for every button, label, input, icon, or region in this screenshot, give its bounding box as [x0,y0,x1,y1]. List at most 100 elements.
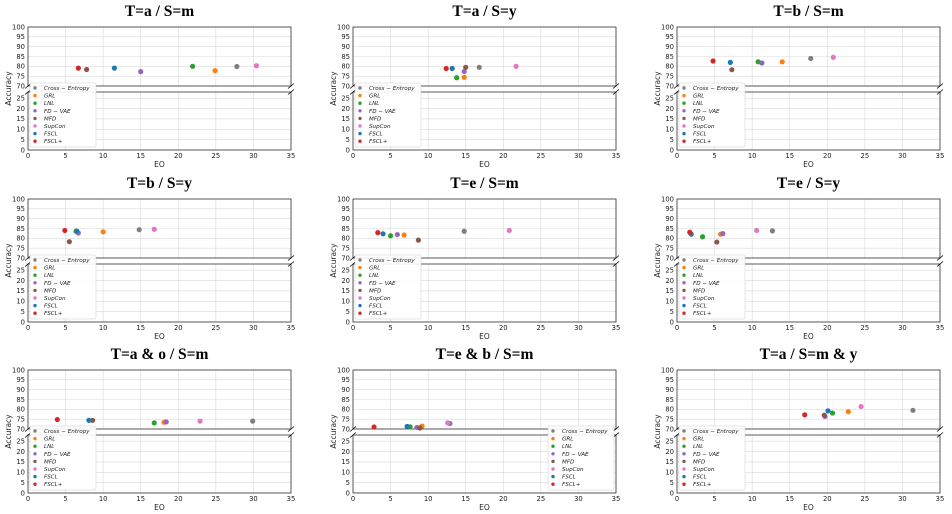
legend-marker [551,474,555,479]
legend-label: MFD [693,459,706,465]
data-point [687,229,693,235]
legend-label: FD − VAE [369,281,396,287]
data-point [506,227,512,234]
upper-axes-frame [27,198,292,259]
legend-marker [358,109,362,113]
data-point [729,67,735,73]
data-point [461,228,467,234]
y-tick-label: 10 [341,298,350,306]
data-point [62,227,68,234]
axis-break-mark [287,261,295,267]
upper-axes-frame [352,26,617,87]
y-tick-label: 0 [670,489,674,497]
y-tick-label: 90 [341,43,350,51]
x-tick-label: 25 [212,324,221,332]
data-point [404,423,410,430]
legend-marker [682,311,686,315]
legend-box [29,425,97,491]
legend-marker [682,124,686,128]
y-tick-label: 80 [665,235,674,243]
data-point [779,59,785,65]
y-tick-label: 85 [341,53,350,61]
y-tick-label: 95 [16,33,25,41]
y-tick-label: 70 [341,425,350,433]
legend-marker [551,429,555,433]
legend-label: Cross − Entropy [562,429,608,435]
axis-break-mark [287,432,295,438]
y-tick-label: 10 [665,469,674,477]
y-tick-label: 5 [346,479,350,487]
y-tick-label: 25 [665,267,674,275]
y-tick-label: 85 [16,225,25,233]
y-tick-label: 0 [670,146,674,154]
legend-marker [551,444,555,448]
legend-marker [551,452,555,456]
legend-marker [33,131,37,136]
legend-label: MFD [44,288,57,294]
legend-marker [682,86,686,90]
y-tick-label: 100 [337,195,350,203]
x-tick-label: 0 [351,324,355,332]
legend-label: FSCL [369,132,383,138]
legend-box [29,82,97,148]
chart-title: T=b / S=y [127,175,192,192]
y-tick-label: 25 [16,438,25,446]
x-axis-label: EO [479,160,490,169]
data-point [858,403,864,410]
y-tick-label: 95 [341,33,350,41]
legend-label: FSCL [562,475,576,481]
y-axis-label: Accuracy [329,243,338,278]
legend-marker [358,281,362,285]
y-tick-label: 20 [16,448,25,456]
data-point [829,410,836,416]
y-tick-label: 80 [16,406,25,414]
legend-marker [358,139,362,143]
y-tick-label: 80 [16,63,25,71]
axis-break-mark [936,83,944,89]
x-tick-label: 30 [249,495,258,503]
y-tick-label: 5 [346,308,350,316]
lower-axes-frame [676,434,941,494]
legend-marker [551,467,555,471]
legend-label: FSCL [369,304,383,310]
legend-marker [358,273,362,277]
legend-marker [682,273,686,277]
legend-label: MFD [562,459,575,465]
upper-axes-frame [27,369,292,430]
legend-marker [682,281,686,285]
y-tick-label: 5 [21,308,25,316]
legend-label: FSCL+ [693,311,712,317]
legend-label: GRL [693,266,704,272]
x-tick-label: 5 [388,324,392,332]
legend-label: FD − VAE [369,109,396,115]
legend-marker [33,467,37,471]
lower-axes-frame [352,263,617,323]
legend-box [678,254,746,320]
y-tick-label: 15 [16,287,25,295]
x-tick-label: 20 [823,152,832,160]
axis-break-mark [936,426,944,432]
x-tick-label: 15 [136,495,145,503]
y-tick-label: 25 [341,438,350,446]
y-tick-label: 80 [341,406,350,414]
x-tick-label: 35 [936,324,945,332]
data-point [234,63,240,70]
legend-label: SupCon [44,296,66,302]
data-point [476,64,482,70]
legend-marker [33,116,37,121]
x-tick-label: 5 [388,495,392,503]
y-tick-label: 5 [670,136,674,144]
data-point [415,237,421,243]
x-tick-label: 0 [675,495,679,503]
legend-marker [682,459,686,464]
x-tick-label: 20 [823,495,832,503]
data-point [394,231,400,238]
legend-label: Cross − Entropy [369,86,415,92]
x-tick-label: 25 [861,324,870,332]
legend-marker [358,296,362,300]
